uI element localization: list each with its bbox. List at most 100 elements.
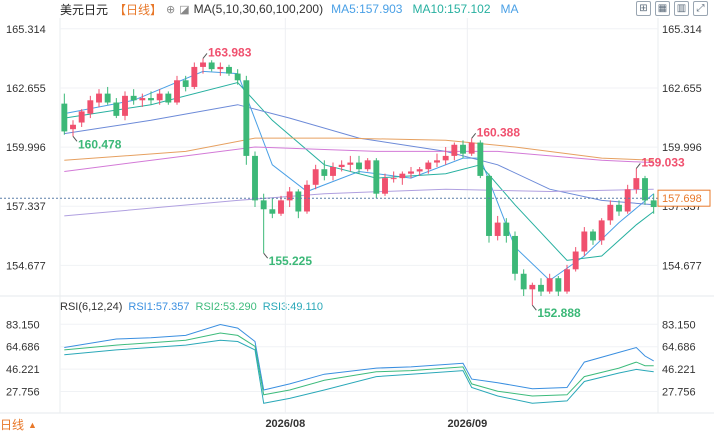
rsi-tick-label-left: 64.686 <box>6 342 40 354</box>
annotation-label: 159.033 <box>641 155 685 169</box>
candle-body <box>451 144 458 156</box>
candle-body <box>581 231 588 252</box>
candle-body <box>650 200 657 208</box>
annotation-pointer <box>263 252 269 259</box>
candle-body <box>538 284 544 292</box>
candle-body <box>546 278 553 292</box>
candle-body <box>226 66 232 74</box>
candle-body <box>312 169 319 185</box>
annotation-pointer <box>202 53 208 59</box>
rsi2-value: RSI2:53.290 <box>195 301 257 313</box>
current-price-label: 157.698 <box>662 193 702 205</box>
candle-body <box>564 269 570 292</box>
candle-body <box>278 200 284 214</box>
candle-body <box>165 93 172 103</box>
candle-body <box>130 95 137 101</box>
rsi-line-rsi1 <box>64 323 654 391</box>
candle-body <box>96 93 102 103</box>
annotation-label: 163.983 <box>208 45 252 59</box>
price-tick-label-right: 162.655 <box>662 83 702 95</box>
rsi-tick-label-left: 83.150 <box>6 319 40 331</box>
ma-line-ma60 <box>64 188 654 217</box>
expand-icon[interactable]: ⤢ <box>693 1 708 16</box>
candle-body <box>572 251 579 270</box>
candle-body <box>252 155 258 201</box>
candle-body <box>61 103 68 132</box>
candle-body <box>555 278 562 292</box>
rsi-line-rsi2 <box>64 332 654 397</box>
footer-period-label: 日线 <box>0 418 25 432</box>
symbol-label: 美元日元 <box>60 2 109 17</box>
price-tick-label-left: 157.337 <box>6 201 46 213</box>
rsi-tick-label-right: 64.686 <box>662 342 696 354</box>
candle-body <box>373 160 380 194</box>
candle-body <box>87 100 94 114</box>
rsi-tick-label-right: 27.756 <box>662 386 696 398</box>
ma-settings-label[interactable]: MA(5,10,30,60,100,200) <box>193 2 324 16</box>
candle-body <box>624 189 631 212</box>
candle-body <box>78 111 85 123</box>
price-tick-label-left: 154.677 <box>6 260 46 272</box>
annotation-pointer <box>531 304 537 311</box>
candle-body <box>260 200 267 210</box>
candle-body <box>616 204 622 212</box>
ma-indicator-icon[interactable]: ◪ <box>179 3 190 16</box>
candle-body <box>520 273 527 290</box>
candle-body <box>590 231 596 241</box>
candle-body <box>486 175 492 236</box>
candle-body <box>408 171 414 174</box>
triangle-up-icon: ▲ <box>28 419 37 430</box>
candle-body <box>321 169 328 176</box>
candle-body <box>286 191 293 201</box>
candle-body <box>304 184 310 212</box>
price-tick-label-left: 165.314 <box>6 24 46 36</box>
candle-body <box>598 220 605 241</box>
candle-body <box>182 80 189 87</box>
footer-period-selector[interactable]: 日线 ▲ <box>0 416 37 433</box>
annotation-label: 160.478 <box>78 137 122 151</box>
candle-body <box>234 73 241 81</box>
ma5-value: MA5:157.903 <box>331 2 403 16</box>
candle-body <box>442 155 449 161</box>
rsi-tick-label-left: 27.756 <box>6 386 40 398</box>
candle-body <box>174 80 180 103</box>
ma-more-label: MA <box>500 2 519 16</box>
candle-body <box>269 209 276 214</box>
candle-body <box>399 173 406 179</box>
candle-body <box>208 62 215 70</box>
ma10-value: MA10:157.102 <box>412 2 491 16</box>
grid-icon[interactable]: ⊞ <box>636 1 651 16</box>
candle-body <box>512 235 518 274</box>
rsi-line-rsi3 <box>64 339 654 404</box>
circle-plus-icon[interactable]: ⊕ <box>166 3 176 16</box>
period-selector[interactable]: 【日线】 <box>114 2 163 17</box>
chart-toolbar: ⊞ ▦ ▥ ⤢ <box>636 1 708 16</box>
candle-body <box>356 162 362 170</box>
candle-body <box>416 169 423 172</box>
annotation-pointer <box>635 163 641 169</box>
candle-body <box>338 164 345 168</box>
candle-body <box>468 142 475 154</box>
layout-icon[interactable]: ▥ <box>674 1 689 16</box>
current-price-tag <box>657 189 711 207</box>
ma-line-ma30 <box>64 104 654 206</box>
candle-body <box>425 162 432 170</box>
candle-body <box>494 222 501 236</box>
candle-body <box>460 144 466 154</box>
candle-body <box>434 160 440 163</box>
annotation-pointer <box>471 133 477 139</box>
x-tick-label: 2026/09 <box>447 418 487 430</box>
chart-icon[interactable]: ▦ <box>655 1 670 16</box>
candle-body <box>104 93 111 103</box>
annotation-pointer <box>72 136 78 142</box>
candle-body <box>156 93 163 101</box>
price-tick-label-right: 159.996 <box>662 142 702 154</box>
rsi-label[interactable]: RSI(6,12,24) <box>60 301 123 313</box>
ma-line-ma5 <box>64 70 655 282</box>
candle-body <box>503 222 510 236</box>
candle-body <box>148 98 154 101</box>
candle-body <box>191 66 198 87</box>
rsi-tick-label-right: 83.150 <box>662 319 696 331</box>
candle-body <box>390 178 397 180</box>
